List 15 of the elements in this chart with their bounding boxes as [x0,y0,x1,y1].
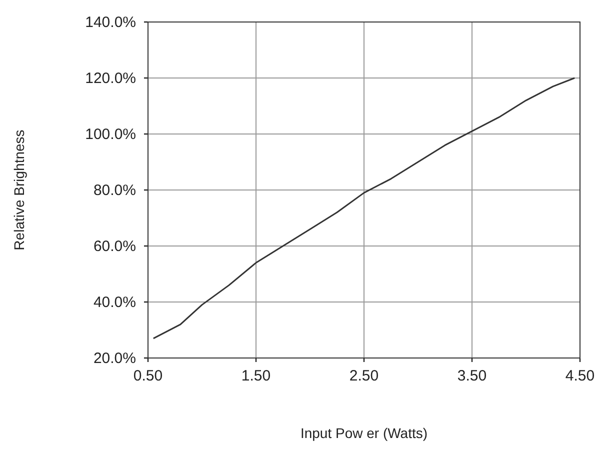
x-tick-label: 1.50 [241,368,271,385]
y-tick-label: 80.0% [93,182,136,199]
x-tick-label: 0.50 [133,368,163,385]
y-tick-label: 60.0% [93,238,136,255]
x-tick-label: 4.50 [565,368,595,385]
x-tick-label: 3.50 [457,368,487,385]
y-tick-label: 120.0% [85,70,136,87]
line-series [152,77,576,340]
y-tick-label: 140.0% [85,14,136,31]
y-axis-title: Relative Brightness [11,130,27,250]
y-tick-label: 20.0% [93,350,136,367]
y-tick-label: 100.0% [85,126,136,143]
y-tick-label: 40.0% [93,294,136,311]
x-tick-label: 2.50 [349,368,379,385]
x-axis-title: Input Pow er (Watts) [300,425,428,441]
